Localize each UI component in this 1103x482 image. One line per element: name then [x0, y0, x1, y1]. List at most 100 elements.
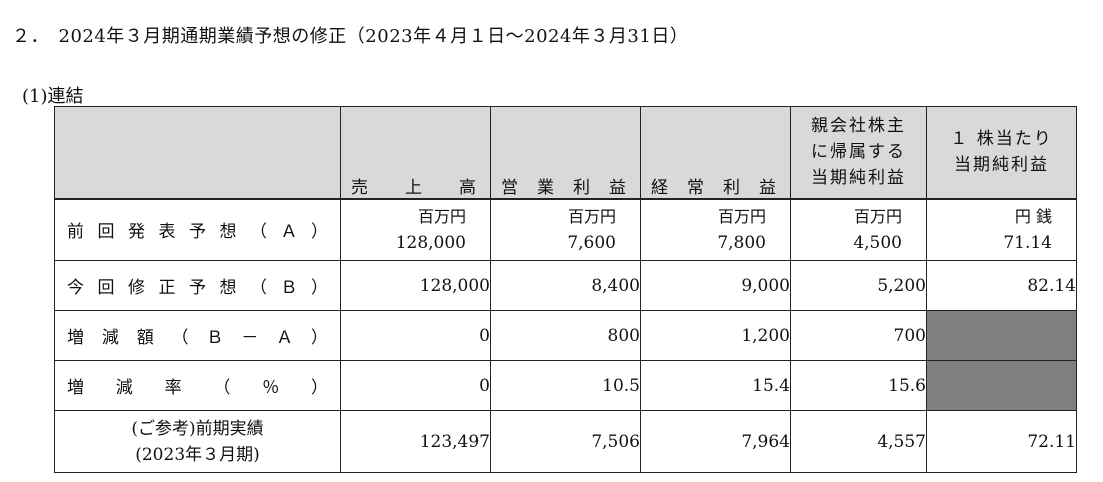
row-label-change-rate: 増 減 率 （ ％ ） [54, 360, 341, 411]
cell-net: 4,557 [790, 410, 927, 473]
header-ordinary-profit: 経 常 利 益 [640, 106, 791, 200]
header-net-line: 親会社株主 [811, 116, 906, 137]
cell-value: 4,500 [853, 232, 902, 253]
header-eps-line: １ 株当たり [950, 129, 1053, 150]
label-char: ） [311, 222, 328, 243]
label-char: 回 [97, 278, 115, 298]
cell-operating: 8,400 [490, 260, 641, 311]
header-row: 売 上 高 営 業 利 益 経 常 利 益 親会社株主 に帰属す [54, 106, 1077, 200]
header-operating-char: 利 [573, 177, 590, 198]
cell-net: 百万円 4,500 [790, 198, 927, 261]
label-char: ） [311, 278, 328, 298]
unit-label: 円 銭 [1014, 206, 1052, 226]
section-heading: ２． 2024年３月期通期業績予想の修正（2023年４月１日～2024年３月31… [12, 26, 689, 47]
cell-ordinary: 1,200 [640, 310, 791, 361]
label-char: ） [310, 378, 328, 398]
label-char: ％ [262, 378, 280, 398]
table-row: (ご参考)前期実績 (2023年３月期) 123,497 7,506 7,964… [54, 410, 1077, 473]
label-char: 予 [189, 278, 206, 298]
header-net-income: 親会社株主 に帰属する 当期純利益 [790, 106, 927, 200]
label-line: (ご参考)前期実績 [131, 418, 264, 439]
label-char: 増 [67, 328, 84, 348]
row-label-change-amount: 増 減 額 （ Ｂ － Ａ ） [54, 310, 341, 361]
label-char: 増 [67, 378, 84, 398]
row-label-previous-forecast: 前 回 発 表 予 想 （ Ａ ） [54, 198, 341, 261]
table-row: 増 減 率 （ ％ ） 0 10.5 15.4 15.6 [54, 360, 1077, 411]
table-row: 増 減 額 （ Ｂ － Ａ ） 0 800 1,200 700 [54, 310, 1077, 361]
label-char: 正 [158, 278, 176, 298]
label-char: （ [213, 378, 231, 398]
cell-eps: 円 銭 71.14 [926, 198, 1077, 261]
unit-label: 百万円 [417, 206, 466, 226]
row-label-revised-forecast: 今 回 修 正 予 想 （ Ｂ ） [54, 260, 341, 311]
header-operating-char: 営 [501, 177, 518, 198]
label-char: 修 [128, 278, 145, 298]
header-sales-char: 上 [405, 177, 422, 198]
cell-value: 7,800 [717, 232, 766, 253]
cell-sales: 128,000 [340, 260, 491, 311]
header-sales-char: 売 [351, 177, 368, 198]
label-char: 減 [115, 378, 133, 398]
label-char: （ [250, 222, 267, 243]
cell-net: 5,200 [790, 260, 927, 311]
cell-sales: 123,497 [340, 410, 491, 473]
label-char: 想 [219, 222, 237, 243]
forecast-revision-table: 売 上 高 営 業 利 益 経 常 利 益 親会社株主 に帰属す [54, 106, 1077, 473]
cell-value: 71.14 [1003, 232, 1052, 253]
label-char: （ [250, 278, 267, 298]
label-char: 率 [164, 378, 182, 398]
header-operating-char: 益 [609, 177, 626, 198]
table-row: 今 回 修 正 予 想 （ Ｂ ） 128,000 8,400 9,000 5,… [54, 260, 1077, 311]
label-line: (2023年３月期) [135, 444, 260, 465]
cell-net: 15.6 [790, 360, 927, 411]
cell-eps-na [926, 310, 1077, 361]
cell-eps-na [926, 360, 1077, 411]
cell-ordinary: 9,000 [640, 260, 791, 311]
cell-eps: 72.11 [926, 410, 1077, 473]
cell-operating: 10.5 [490, 360, 641, 411]
label-char: Ａ [280, 222, 298, 243]
label-char: ） [310, 328, 328, 348]
label-char: 想 [219, 278, 237, 298]
cell-eps: 82.14 [926, 260, 1077, 311]
cell-value: 7,600 [567, 232, 616, 253]
header-ordinary-char: 常 [687, 177, 704, 198]
cell-value: 128,000 [395, 232, 466, 253]
unit-label: 百万円 [567, 206, 616, 226]
header-net-line: に帰属する [811, 142, 906, 163]
consolidated-subheading: (1)連結 [22, 86, 84, 107]
cell-operating: 800 [490, 310, 641, 361]
label-char: 前 [67, 222, 84, 243]
cell-ordinary: 7,964 [640, 410, 791, 473]
label-char: 今 [67, 278, 84, 298]
header-net-line: 当期純利益 [811, 168, 906, 189]
unit-label: 百万円 [853, 206, 902, 226]
table-row: 前 回 発 表 予 想 （ Ａ ） 百万円 128,000 百万円 7,600 … [54, 198, 1077, 261]
cell-sales: 0 [340, 360, 491, 411]
cell-operating: 百万円 7,600 [490, 198, 641, 261]
header-operating-char: 業 [537, 177, 554, 198]
header-sales-char: 高 [459, 177, 476, 198]
cell-operating: 7,506 [490, 410, 641, 473]
label-char: 減 [101, 328, 119, 348]
label-char: 額 [136, 328, 154, 348]
cell-net: 700 [790, 310, 927, 361]
cell-ordinary: 百万円 7,800 [640, 198, 791, 261]
header-eps: １ 株当たり 当期純利益 [926, 106, 1077, 200]
label-char: 発 [128, 222, 145, 243]
label-char: （ [171, 328, 189, 348]
header-corner [54, 106, 341, 200]
label-char: Ｂ [206, 328, 224, 348]
label-char: 表 [158, 222, 176, 243]
header-ordinary-char: 益 [759, 177, 776, 198]
header-sales: 売 上 高 [340, 106, 491, 200]
label-char: 予 [189, 222, 206, 243]
cell-sales: 百万円 128,000 [340, 198, 491, 261]
label-char: 回 [97, 222, 115, 243]
label-char: Ｂ [280, 278, 298, 298]
header-operating-profit: 営 業 利 益 [490, 106, 641, 200]
header-ordinary-char: 利 [723, 177, 740, 198]
label-char: Ａ [276, 328, 294, 348]
header-ordinary-char: 経 [651, 177, 668, 198]
unit-label: 百万円 [717, 206, 766, 226]
